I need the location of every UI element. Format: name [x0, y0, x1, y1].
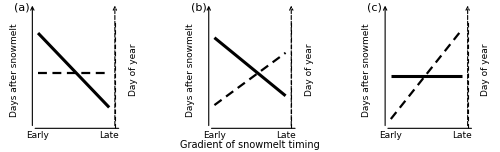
Text: Day of year: Day of year — [128, 44, 138, 97]
Text: Gradient of snowmelt timing: Gradient of snowmelt timing — [180, 140, 320, 150]
Text: Days after snowmelt: Days after snowmelt — [362, 23, 372, 117]
Text: Days after snowmelt: Days after snowmelt — [186, 23, 195, 117]
Text: Day of year: Day of year — [305, 44, 314, 97]
Text: Days after snowmelt: Days after snowmelt — [10, 23, 18, 117]
Text: (b): (b) — [190, 3, 206, 13]
Text: (a): (a) — [14, 3, 30, 13]
Text: Day of year: Day of year — [482, 44, 490, 97]
Text: (c): (c) — [367, 3, 382, 13]
